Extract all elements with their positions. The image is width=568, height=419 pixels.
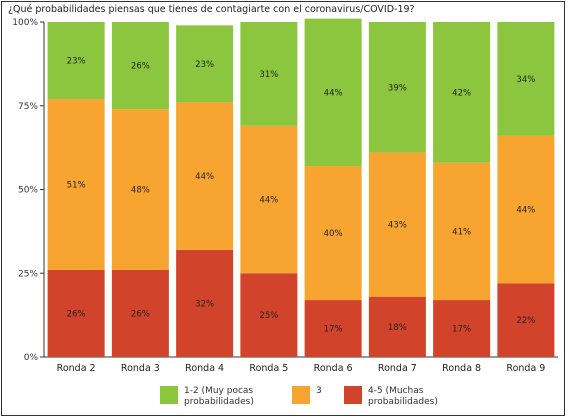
data-label: 22% — [516, 316, 535, 326]
data-label: 31% — [259, 70, 278, 80]
data-label: 23% — [195, 60, 214, 70]
bar-segment — [240, 125, 298, 274]
data-label: 25% — [259, 311, 278, 321]
legend-swatch-low — [160, 386, 178, 404]
x-tick-label: Ronda 4 — [185, 363, 224, 374]
data-label: 44% — [259, 196, 278, 206]
bar-segment — [176, 102, 234, 250]
data-label: 32% — [195, 299, 214, 309]
legend-swatch-mid — [292, 386, 310, 404]
data-label: 48% — [131, 186, 150, 196]
data-label: 26% — [131, 62, 150, 72]
bar-segment — [304, 300, 362, 357]
data-label: 34% — [516, 75, 535, 85]
bar-segment — [368, 296, 426, 357]
bar-segment — [240, 22, 298, 126]
data-label: 17% — [324, 325, 343, 335]
bar-segment — [240, 273, 298, 357]
bar-segment — [433, 300, 491, 357]
x-tick-label: Ronda 6 — [314, 363, 353, 374]
x-tick-label: Ronda 9 — [506, 363, 545, 374]
bar-segment — [111, 109, 169, 270]
legend-label-low: 1-2 (Muy pocas probabilidades) — [184, 386, 254, 407]
chart-title: ¿Qué probabilidades piensas que tienes d… — [8, 4, 415, 15]
bar-segment — [47, 99, 105, 270]
y-tick-label: 50% — [18, 186, 38, 196]
bar-segment — [176, 25, 234, 103]
data-label: 44% — [195, 172, 214, 182]
x-tick-label: Ronda 3 — [121, 363, 160, 374]
bar-segment — [47, 22, 105, 100]
data-label: 42% — [452, 88, 471, 98]
legend-label-high: 4-5 (Muchas probabilidades) — [368, 386, 438, 407]
bar-segment — [304, 166, 362, 301]
bar-segment — [497, 22, 555, 136]
legend-item-mid: 3 — [292, 386, 326, 416]
y-tick-label: 75% — [18, 102, 38, 112]
x-tick-label: Ronda 5 — [249, 363, 288, 374]
stacked-bar-chart: 0% 25% 50% 75% 100% Ronda 2 Ronda 3 Ronda 4 Rond… — [12, 18, 558, 374]
x-tick-label: Ronda 7 — [378, 363, 417, 374]
bar-segment — [497, 135, 555, 284]
bar-segment — [433, 162, 491, 301]
bar-segment — [47, 269, 105, 357]
y-tick-label: 100% — [12, 18, 38, 28]
data-label: 40% — [324, 229, 343, 239]
axes: 0% 25% 50% 75% 100% Ronda 2 Ronda 3 Ronda 4 Rond… — [12, 18, 558, 374]
data-label: 51% — [67, 180, 86, 190]
data-label: 41% — [452, 227, 471, 237]
bar-segment — [368, 22, 426, 153]
legend: 1-2 (Muy pocas probabilidades) 3 4-5 (Mu… — [160, 386, 458, 416]
bars — [47, 18, 555, 357]
data-label: 39% — [388, 83, 407, 93]
legend-label-mid: 3 — [316, 386, 322, 396]
bar-segment — [304, 18, 362, 167]
y-tick-label: 0% — [24, 353, 39, 363]
x-tick-label: Ronda 2 — [57, 363, 96, 374]
data-label: 43% — [388, 221, 407, 231]
data-label: 18% — [388, 323, 407, 333]
x-tick-label: Ronda 8 — [442, 363, 481, 374]
bar-segment — [176, 249, 234, 357]
data-label: 26% — [131, 309, 150, 319]
data-label: 44% — [324, 88, 343, 98]
data-label: 26% — [67, 309, 86, 319]
data-labels: 26% 51% 23% 26% 48% 26% 32% 44% 23% 25% 44% 31% 17% 4… — [67, 57, 536, 335]
legend-swatch-high — [344, 386, 362, 404]
bar-segment — [368, 152, 426, 297]
data-label: 23% — [67, 57, 86, 67]
bar-segment — [433, 22, 491, 163]
bar-segment — [111, 269, 169, 357]
legend-item-low: 1-2 (Muy pocas probabilidades) — [160, 386, 274, 416]
legend-item-high: 4-5 (Muchas probabilidades) — [344, 386, 458, 416]
bar-segment — [497, 283, 555, 357]
y-tick-label: 25% — [18, 269, 38, 279]
bar-segment — [111, 22, 169, 110]
data-label: 17% — [452, 325, 471, 335]
data-label: 44% — [516, 206, 535, 216]
